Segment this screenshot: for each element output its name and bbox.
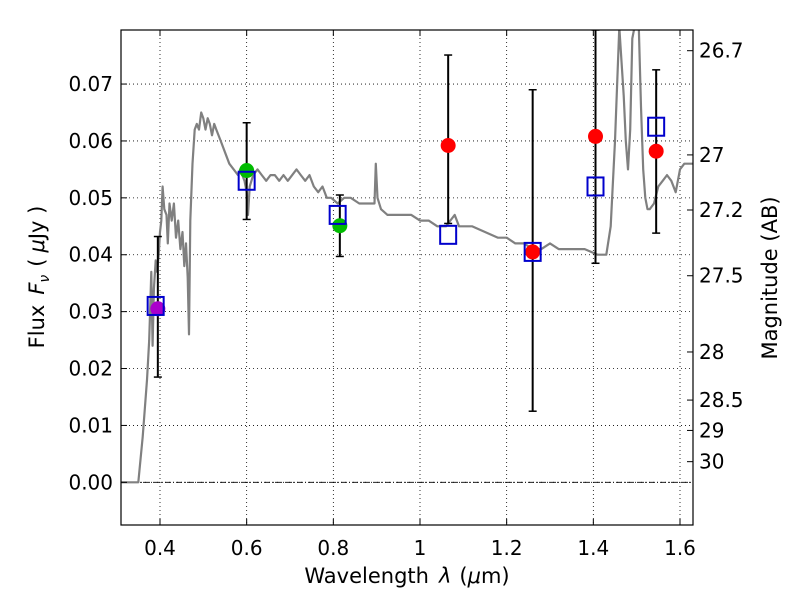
y-tick-label: 0.02 [68,357,113,381]
y2-tick-label: 27.5 [699,264,744,288]
y-tick-label: 0.06 [68,129,113,153]
y-tick-label: 0.05 [68,186,113,210]
x-axis-title: Wavelength λ (μm) [304,564,509,588]
model-photometry-point [586,176,605,197]
y-tick-label: 0.07 [68,72,113,96]
y-tick-label: 0.03 [68,300,113,324]
y2-tick-label: 26.7 [699,39,744,63]
x-tick-label: 0.8 [317,536,349,560]
model-photometry-group [146,116,666,316]
x-tick-label: 1 [414,536,427,560]
y-tick-label: 0.01 [68,413,113,437]
y2-tick-label: 28.5 [699,388,744,412]
axis-ticks: 0.4 0.6 0.8 1 1.2 1.4 1.6 0.00 0.01 0.02 0.03 0.04 0… [68,30,744,560]
model-photometry-point [523,241,542,262]
x-tick-label: 1.4 [577,536,609,560]
detection-point [150,301,166,317]
plot-frame [120,29,694,526]
detection-point [525,244,541,260]
detection-point [588,128,603,144]
detection-point [239,163,255,179]
y2-tick-label: 27 [699,143,724,167]
sed-model-line [121,30,693,484]
detection-point [648,143,664,159]
model-photometry-point [146,295,165,316]
model-photometry-point [237,170,256,191]
y-tick-label: 0.04 [68,243,113,267]
model-photometry-point [439,224,458,245]
detection-group [150,128,664,317]
y2-tick-label: 30 [699,450,724,474]
y-axis-title: FluxFν(μJy ) [25,206,53,349]
x-tick-label: 1.2 [491,536,523,560]
x-tick-label: 0.4 [144,536,176,560]
model-photometry-point [328,204,347,225]
y2-tick-label: 29 [699,418,724,442]
detection-point [332,218,348,234]
y2-tick-label: 28 [699,340,724,364]
y-tick-label: 0.00 [68,470,113,494]
detection-point [440,138,456,153]
y2-tick-label: 27.2 [699,198,744,222]
sed-curve-group [121,30,693,484]
model-photometry-point [647,116,666,137]
y2-axis-title: Magnitude (AB) [758,196,782,359]
x-tick-label: 1.6 [664,536,696,560]
x-tick-label: 0.6 [231,536,263,560]
